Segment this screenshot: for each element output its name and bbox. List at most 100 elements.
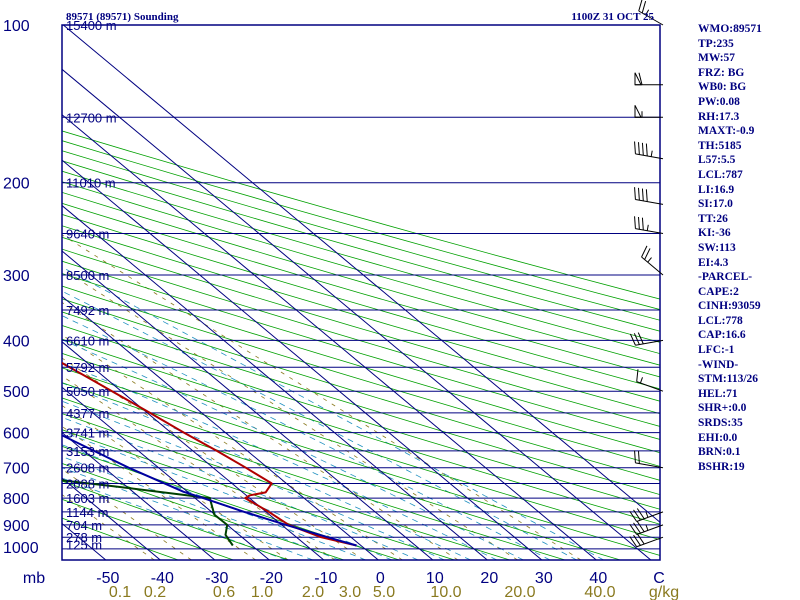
- moist-adiabat-line: [62, 456, 340, 560]
- index-item: CAP:16.6: [698, 329, 746, 342]
- barb-staff: [636, 524, 664, 535]
- index-item: TT:26: [698, 212, 728, 225]
- barb-feather: [636, 369, 639, 382]
- moist-adiabat-line: [62, 339, 524, 560]
- isotherm-line: [63, 25, 660, 523]
- barb-staff: [635, 199, 664, 205]
- temperature-tick-label: 0: [376, 570, 385, 587]
- wind-barbs: [629, 0, 664, 548]
- dry-adiabat-line: [62, 338, 660, 525]
- barb-feather: [629, 536, 638, 548]
- index-item: KI:-36: [698, 227, 731, 240]
- mixing-ratio-line: [62, 405, 289, 560]
- wind-barb: [641, 245, 664, 276]
- index-item: CINH:93059: [698, 300, 761, 313]
- barb-feather: [634, 216, 636, 229]
- isotherm-line: [62, 204, 488, 560]
- parcel-line: [62, 434, 357, 547]
- temperature-tick-label: -10: [314, 570, 337, 587]
- mixing-ratio-label: 2.0: [302, 584, 324, 600]
- height-label: 6610 m: [66, 333, 109, 348]
- dry-adiabat-line: [62, 311, 660, 496]
- mixing-ratio-label: 0.2: [144, 584, 166, 600]
- isotherms: [62, 25, 660, 560]
- isotherm-line: [62, 68, 652, 560]
- dry-adiabat-line: [62, 170, 660, 343]
- barb-feather: [645, 189, 648, 202]
- dry-adiabat-line: [62, 352, 660, 541]
- temperature-tick-label: -30: [205, 570, 228, 587]
- index-item: TH:5185: [698, 139, 742, 152]
- wind-barb: [638, 0, 664, 26]
- barb-staff: [636, 536, 664, 548]
- barb-feather: [641, 188, 644, 201]
- mixing-ratio-line: [62, 234, 582, 560]
- index-item: MAXT:-0.9: [698, 125, 755, 138]
- dry-adiabat-line: [62, 225, 660, 402]
- barb-feather: [634, 450, 636, 463]
- barb-half-feather: [647, 257, 652, 263]
- indices-panel: WMO:89571 TP:235 MW:57 FRZ: BG WB0: BG PW:0.0…: [698, 22, 762, 474]
- barb-feather: [636, 521, 645, 533]
- dry-adiabat-line: [62, 140, 660, 310]
- moist-adiabat-line: [62, 361, 498, 560]
- moist-adiabat-line: [62, 477, 287, 560]
- moist-adiabat-line: [62, 467, 314, 560]
- height-label: 3741 m: [66, 426, 109, 441]
- barb-feather: [638, 0, 643, 12]
- temperature-tick-label: 30: [535, 570, 553, 587]
- barb-feather: [637, 216, 640, 230]
- mixing-ratio-label: 0.1: [109, 584, 131, 600]
- dry-adiabat-line: [62, 202, 660, 378]
- height-label: 12700 m: [66, 110, 117, 125]
- dry-adiabat-line: [62, 181, 660, 355]
- pressure-label: 800: [3, 491, 30, 508]
- temperature-tick-label: -20: [260, 570, 283, 587]
- barb-feather: [645, 143, 648, 156]
- barb-feather: [636, 508, 645, 520]
- moist-adiabat-line: [62, 315, 551, 560]
- dry-adiabat-line: [62, 160, 660, 332]
- isotherm-line: [62, 431, 216, 560]
- isotherm-line: [62, 386, 270, 560]
- barb-feather: [633, 522, 641, 534]
- barb-feather: [637, 332, 644, 345]
- index-item: EI:4.3: [698, 256, 729, 269]
- dry-adiabat-line: [62, 298, 660, 481]
- height-label: 3153 m: [66, 444, 109, 459]
- barb-feather: [633, 534, 641, 546]
- pressure-label: 100: [3, 18, 30, 35]
- dry-adiabat-line: [62, 191, 660, 366]
- barb-staff: [641, 256, 664, 276]
- index-item: EHI:0.0: [698, 431, 738, 444]
- dry-adiabat-line: [62, 130, 660, 300]
- barb-staff: [635, 462, 664, 469]
- index-item: WB0: BG: [698, 81, 747, 94]
- dry-adiabat-line: [62, 214, 660, 390]
- height-label: 4377 m: [66, 406, 109, 421]
- moist-adiabat-line: [62, 382, 471, 560]
- valid-time: 1100Z 31 OCT 25: [571, 11, 654, 23]
- height-label: 9640 m: [66, 226, 109, 241]
- index-item: SHR+:0.0: [698, 402, 747, 415]
- height-label: 2088 m: [66, 476, 109, 491]
- index-item: SW:113: [698, 241, 736, 254]
- barb-feather: [629, 333, 636, 346]
- pressure-unit-label: mb: [23, 570, 45, 587]
- temperature-tick-label: -50: [96, 570, 119, 587]
- barb-staff: [635, 228, 664, 234]
- barb-half-feather: [646, 224, 649, 231]
- index-item: -WIND-: [698, 358, 739, 371]
- index-item: CAPE:2: [698, 285, 739, 298]
- index-item: LCL:778: [698, 314, 743, 327]
- pressure-label: 600: [3, 426, 30, 443]
- barb-flag: [634, 105, 642, 118]
- height-label: 278 m: [66, 530, 102, 545]
- dry-adiabat-line: [62, 325, 660, 510]
- barb-feather: [637, 451, 640, 464]
- plot-frame: [61, 24, 661, 561]
- height-label: 704 m: [66, 518, 102, 533]
- barb-staff: [638, 10, 664, 26]
